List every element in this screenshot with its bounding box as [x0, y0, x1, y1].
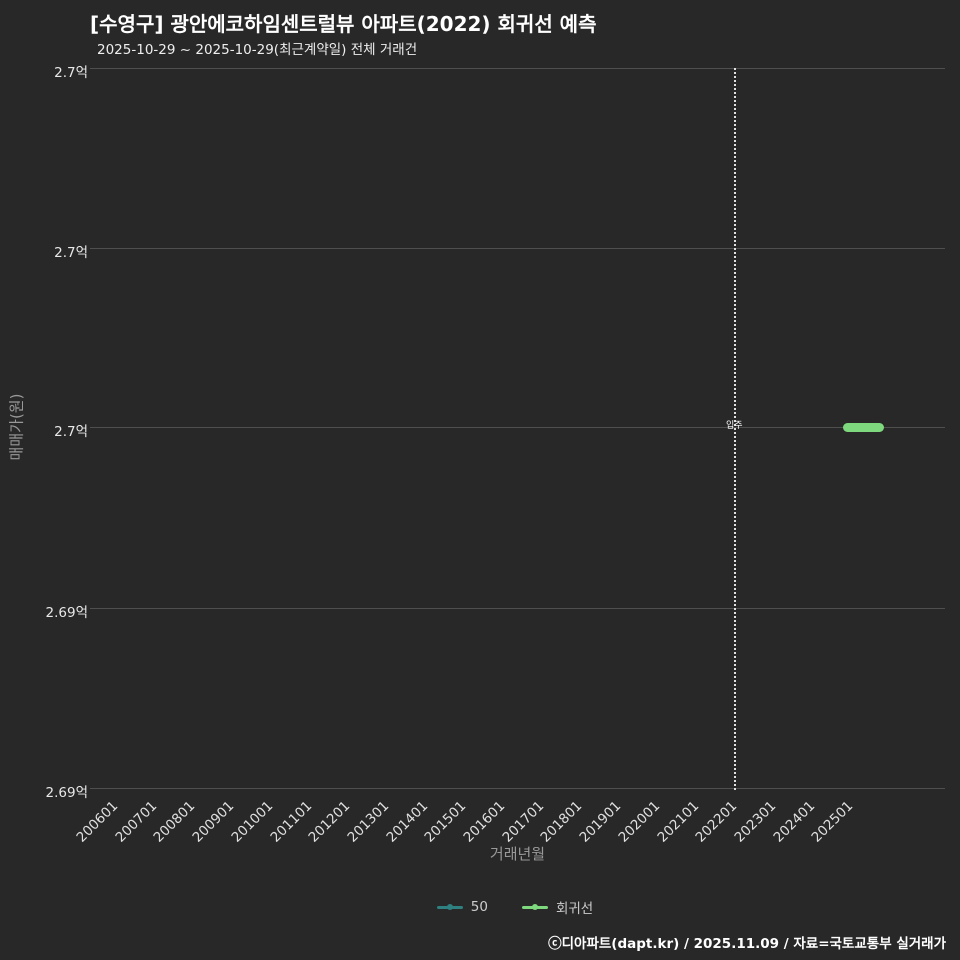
legend-label: 50: [470, 899, 488, 915]
y-tick-label: 2.7억: [54, 65, 88, 81]
y-tick-label: 2.7억: [54, 245, 88, 261]
move-in-label: 입주: [726, 421, 743, 431]
page-subtitle: 2025-10-29 ~ 2025-10-29(최근계약일) 전체 거래건: [97, 42, 418, 58]
copyright-credit: ⓒ디아파트(dapt.kr) / 2025.11.09 / 자료=국토교통부 실…: [548, 936, 946, 952]
legend-item-regression: 회귀선: [521, 897, 594, 917]
move-in-vline: [734, 68, 736, 790]
x-axis-label: 거래년월: [489, 845, 546, 863]
y-tick-label: 2.69억: [45, 785, 88, 801]
gridline: [90, 427, 945, 428]
legend-label: 회귀선: [555, 901, 594, 917]
gridline: [90, 68, 945, 69]
page-title: [수영구] 광안에코하임센트럴뷰 아파트(2022) 회귀선 예측: [90, 12, 597, 36]
chart-legend: 50 회귀선: [35, 897, 960, 917]
teal-line-marker-icon: [436, 903, 463, 911]
green-line-marker-icon: [521, 903, 548, 911]
plot-area: [90, 68, 945, 789]
gridline: [90, 248, 945, 249]
gridline: [90, 608, 945, 609]
y-axis-label: 매매가(원): [7, 393, 26, 461]
y-tick-label: 2.7억: [54, 424, 88, 440]
gridline: [90, 788, 945, 789]
y-tick-label: 2.69억: [45, 605, 88, 621]
legend-item-50: 50: [436, 899, 488, 915]
regression-line-segment: [843, 423, 884, 432]
